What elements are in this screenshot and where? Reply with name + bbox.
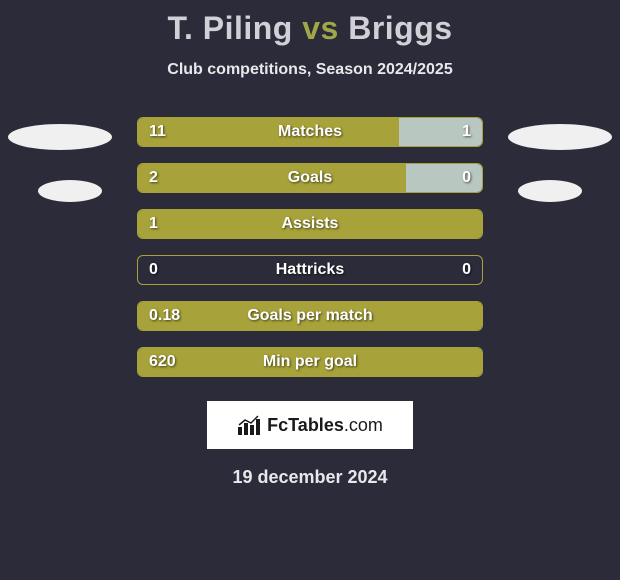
stat-value-left: 11: [149, 109, 166, 155]
stat-row: Hattricks0 0: [0, 247, 620, 293]
logo-box: FcTables.com: [207, 401, 413, 449]
stat-row: Assists1: [0, 201, 620, 247]
stat-row: Goals2 0: [0, 155, 620, 201]
stat-value-left: 620: [149, 339, 176, 385]
fctables-chart-icon: [237, 415, 263, 435]
stat-bar-track: Goals per match: [137, 301, 483, 331]
comparison-title: T. Piling vs Briggs: [0, 0, 620, 47]
stat-bar-track: Goals: [137, 163, 483, 193]
stat-label: Hattricks: [138, 256, 482, 284]
stat-value-left: 2: [149, 155, 158, 201]
stat-bar-left: [138, 210, 482, 238]
player1-name: T. Piling: [167, 10, 292, 46]
stat-row: Matches111: [0, 109, 620, 155]
stat-bar-track: Matches: [137, 117, 483, 147]
stat-value-left: 0: [149, 247, 158, 293]
stat-bar-track: Hattricks: [137, 255, 483, 285]
player2-name: Briggs: [348, 10, 452, 46]
logo-text: FcTables.com: [267, 415, 383, 436]
stat-value-right: 0: [462, 155, 471, 201]
stat-value-right: 1: [462, 109, 471, 155]
subtitle: Club competitions, Season 2024/2025: [0, 61, 620, 79]
stat-bar-track: Assists: [137, 209, 483, 239]
stat-value-left: 1: [149, 201, 158, 247]
stat-bar-track: Min per goal: [137, 347, 483, 377]
stat-row: Min per goal620: [0, 339, 620, 385]
stat-bar-left: [138, 302, 482, 330]
stat-value-left: 0.18: [149, 293, 180, 339]
stat-bar-left: [138, 164, 406, 192]
date: 19 december 2024: [0, 467, 620, 488]
logo-name: FcTables: [267, 415, 344, 435]
stat-value-right: 0: [462, 247, 471, 293]
title-vs: vs: [302, 10, 339, 46]
stat-row: Goals per match0.18: [0, 293, 620, 339]
logo-tld: .com: [344, 415, 383, 435]
stat-bar-left: [138, 348, 482, 376]
stat-rows: Matches111Goals20Assists1Hattricks00Goal…: [0, 109, 620, 385]
stat-bar-left: [138, 118, 399, 146]
